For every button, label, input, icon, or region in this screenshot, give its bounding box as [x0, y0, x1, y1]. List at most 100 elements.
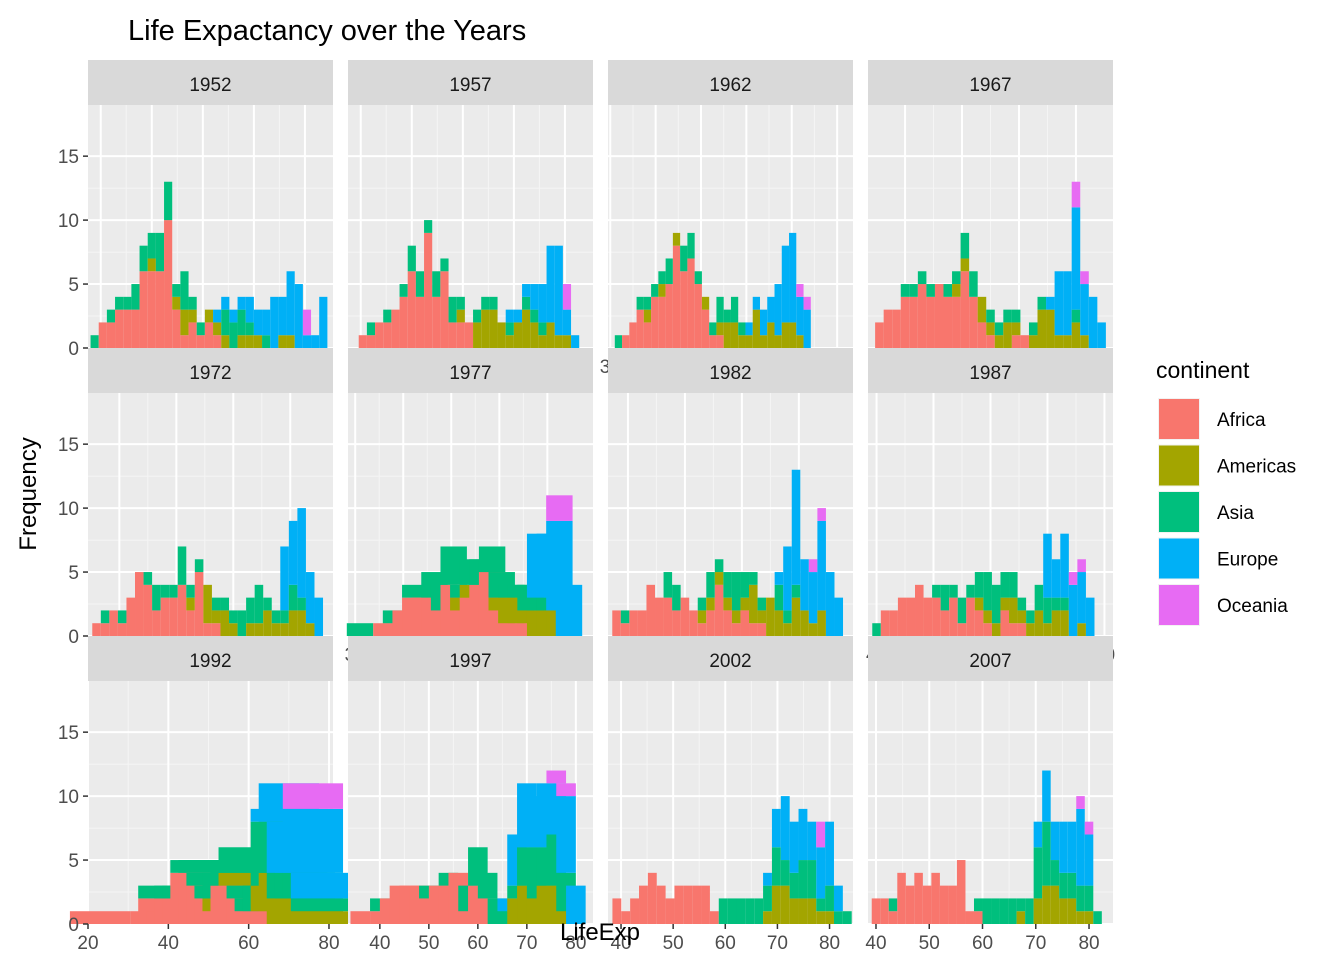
histogram-bar-asia [780, 860, 790, 886]
histogram-bar-americas [1003, 322, 1012, 348]
histogram-bar-asia [415, 271, 425, 297]
histogram-bar-africa [740, 610, 750, 636]
histogram-bar-oceania [796, 284, 804, 297]
histogram-bar-americas [701, 296, 710, 310]
x-tick-label: 60 [715, 933, 736, 954]
histogram-bar-europe [1051, 559, 1061, 598]
histogram-bar-asia [643, 296, 652, 310]
histogram-bar-americas [211, 610, 221, 624]
histogram-bar-americas [297, 610, 306, 636]
histogram-bar-asia [280, 610, 289, 624]
x-tick-label: 20 [77, 933, 98, 954]
x-tick-label: 70 [1025, 933, 1046, 954]
histogram-bar-americas [789, 322, 797, 348]
histogram-bar-asia [727, 898, 737, 924]
histogram-bar-asia [271, 610, 281, 624]
x-tick-label: 40 [610, 933, 631, 954]
y-tick-label: 0 [68, 339, 79, 360]
histogram-bar-africa [680, 271, 688, 348]
x-tick-label: 60 [972, 933, 993, 954]
facet-strip-label: 1977 [449, 363, 491, 384]
histogram-bar-americas [783, 623, 792, 636]
histogram-bar-africa [709, 911, 719, 924]
facet-panel-1972: 197240506070051015 [58, 348, 333, 666]
x-tick-label: 60 [467, 933, 488, 954]
histogram-bar-americas [290, 911, 352, 924]
histogram-bar-europe [781, 245, 790, 323]
histogram-bar-americas [643, 309, 652, 323]
histogram-bar-americas [456, 309, 465, 323]
histogram-bar-africa [152, 610, 161, 636]
x-tick-label: 40 [158, 933, 179, 954]
histogram-bar-africa [986, 335, 995, 348]
histogram-bar-asia [220, 597, 230, 611]
histogram-bar-europe [791, 469, 801, 585]
histogram-bar-asia [1051, 597, 1061, 611]
histogram-bar-americas [1054, 335, 1064, 348]
histogram-bar-europe [538, 284, 547, 323]
histogram-bar-americas [789, 898, 799, 924]
x-tick-label: 80 [565, 933, 586, 954]
facet-strip-label: 1967 [969, 75, 1011, 96]
histogram-bar-africa [424, 232, 433, 348]
histogram-bar-europe [302, 335, 312, 348]
histogram-bar-africa [203, 623, 212, 636]
histogram-bar-americas [286, 335, 295, 348]
histogram-bar-africa [658, 296, 666, 348]
x-tick-label: 40 [865, 933, 886, 954]
histogram-bar-africa [973, 911, 983, 924]
histogram-bar-asia [738, 322, 746, 336]
histogram-bar-americas [229, 623, 238, 636]
histogram-bar-asia [714, 559, 724, 573]
histogram-bar-americas [757, 610, 767, 624]
facet-panel-1982: 198240506070 [608, 348, 853, 666]
histogram-bar-africa [983, 623, 992, 636]
histogram-bar-asia [932, 584, 941, 598]
histogram-bar-africa [126, 597, 136, 636]
histogram-bar-africa [897, 872, 906, 924]
histogram-bar-asia [842, 911, 852, 924]
histogram-bar-africa [647, 872, 657, 924]
histogram-bar-africa [464, 322, 474, 348]
histogram-bar-africa [92, 623, 101, 636]
histogram-bar-asia [709, 322, 717, 336]
histogram-bar-asia [1008, 898, 1017, 924]
histogram-bar-europe [288, 520, 298, 585]
histogram-bar-asia [763, 885, 772, 912]
histogram-bar-asia [1003, 309, 1012, 323]
histogram-bar-asia [694, 271, 702, 285]
histogram-bar-americas [246, 623, 255, 636]
histogram-bar-africa [888, 911, 898, 924]
histogram-bar-africa [940, 610, 950, 636]
histogram-bar-africa [932, 597, 941, 636]
histogram-bar-africa [709, 335, 717, 348]
histogram-bar-europe [833, 885, 843, 912]
facet-panel-2007: 2007 40 50 60 70 80 [865, 636, 1113, 954]
histogram-bar-africa [177, 584, 187, 636]
histogram-bar-africa [689, 610, 698, 636]
histogram-bar-africa [169, 597, 178, 636]
histogram-bar-americas [180, 309, 189, 336]
histogram-bar-europe [522, 284, 531, 297]
histogram-bar-americas [714, 572, 724, 585]
histogram-bar-africa [106, 322, 116, 348]
histogram-bar-africa [697, 623, 707, 636]
histogram-bar-europe [566, 885, 586, 924]
histogram-bar-asia [636, 296, 644, 310]
histogram-bar-africa [636, 309, 644, 348]
histogram-bar-asia [172, 284, 181, 297]
histogram-bar-americas [213, 322, 222, 336]
histogram-bar-africa [612, 898, 622, 924]
histogram-bar-africa [147, 271, 156, 348]
histogram-bar-africa [432, 296, 441, 348]
histogram-bar-africa [629, 322, 637, 348]
histogram-bar-africa [639, 885, 648, 924]
histogram-bar-asia [440, 258, 449, 272]
histogram-bar-europe [807, 821, 817, 861]
histogram-bar-asia [1060, 597, 1069, 611]
histogram-bar-africa [665, 284, 673, 348]
facet-panel-1992: 1992 20 40 60 80 0 5 10 15 [58, 636, 352, 954]
histogram-bar-asia [1011, 309, 1021, 323]
histogram-bar-europe [803, 309, 811, 348]
histogram-bar-asia [833, 911, 843, 924]
